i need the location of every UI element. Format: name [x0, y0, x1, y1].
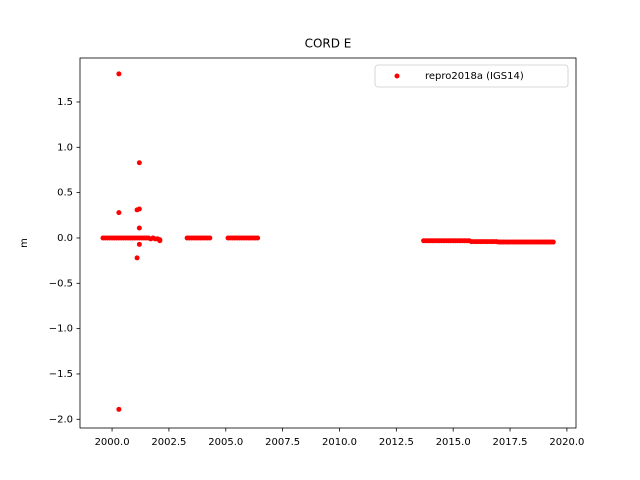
x-tick-label: 2017.5 [493, 437, 528, 448]
y-tick-label: 0.5 [57, 188, 73, 199]
y-tick-label: −2.0 [49, 414, 73, 425]
data-point [136, 241, 142, 247]
data-point [136, 225, 142, 231]
y-tick-label: −1.0 [49, 324, 73, 335]
data-point [116, 210, 122, 216]
plot-frame [79, 57, 577, 429]
y-tick-label: 0.0 [57, 233, 73, 244]
data-point [207, 235, 213, 241]
x-tick-label: 2020.0 [549, 437, 584, 448]
legend-box [374, 64, 569, 88]
data-point [550, 239, 556, 245]
y-tick-label: −1.5 [49, 369, 73, 380]
y-tick-label: −0.5 [49, 278, 73, 289]
y-tick-label: 1.5 [57, 97, 73, 108]
legend-marker [394, 73, 400, 79]
chart-title: CORD E [305, 37, 352, 51]
data-point [136, 160, 142, 166]
y-tick-label: 1.0 [57, 142, 73, 153]
x-tick-label: 2007.5 [265, 437, 300, 448]
x-tick-label: 2015.0 [436, 437, 471, 448]
x-tick-label: 2010.0 [322, 437, 357, 448]
x-tick-label: 2000.0 [95, 437, 130, 448]
data-point [157, 238, 163, 244]
data-point [116, 71, 122, 77]
x-tick-label: 2005.0 [208, 437, 243, 448]
data-point [255, 235, 261, 241]
data-point [136, 206, 142, 212]
x-tick-label: 2002.5 [151, 437, 186, 448]
data-point [134, 255, 140, 261]
data-point [116, 406, 122, 412]
legend-label: repro2018a (IGS14) [425, 71, 524, 82]
y-axis-label: m [19, 238, 30, 248]
x-tick-label: 2012.5 [379, 437, 414, 448]
